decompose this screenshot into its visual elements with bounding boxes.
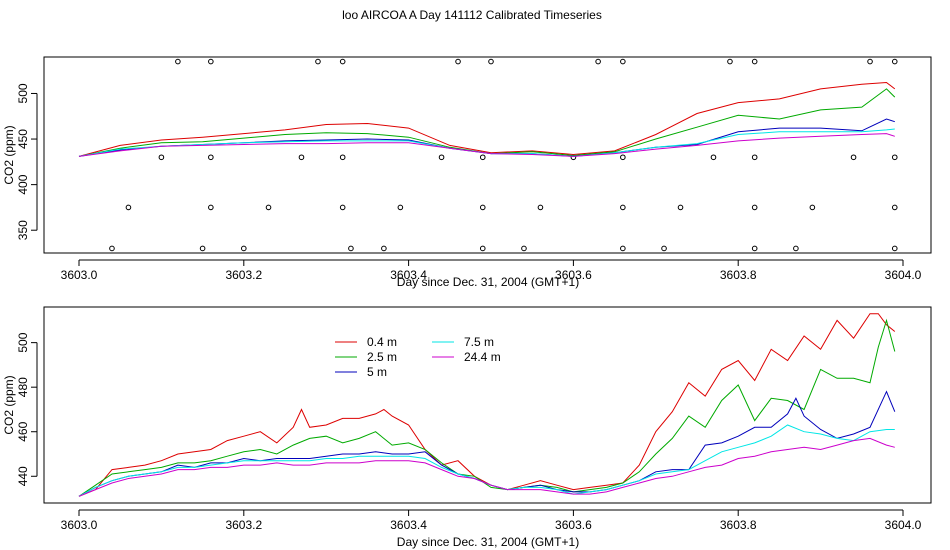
x-tick-label: 3603.4 (390, 518, 427, 532)
sample-marker (751, 245, 758, 252)
y-tick-label: 400 (16, 174, 30, 194)
series-line-green (78, 88, 896, 157)
panel-top: 3603.0 3603.2 3603.4 3603.6 3603.8 3604.0 350… (2, 56, 932, 289)
legend-label: 7.5 m (464, 335, 494, 349)
sample-marker (479, 204, 486, 211)
x-tick-label: 3603.0 (61, 268, 98, 282)
sample-marker (891, 154, 898, 161)
sample-marker (537, 204, 544, 211)
sample-marker (751, 204, 758, 211)
sample-marker (339, 58, 346, 65)
sample-marker (710, 154, 717, 161)
sample-marker (455, 58, 461, 65)
sample-marker (397, 204, 404, 211)
series-line-red (78, 313, 896, 497)
sample-marker (208, 204, 214, 211)
sample-marker (479, 245, 486, 252)
plot-frame-bottom (43, 306, 932, 504)
x-tick-label: 3604.0 (885, 268, 922, 282)
sample-markers (109, 58, 898, 252)
legend-label: 24.4 m (464, 350, 501, 364)
sample-marker (751, 154, 758, 161)
sample-marker (620, 245, 626, 252)
chart-title: loo AIRCOA A Day 141112 Calibrated Times… (342, 8, 602, 22)
sample-marker (208, 154, 214, 161)
plot-frame-top (43, 56, 932, 254)
y-axis-label-top: CO2 (ppm) (2, 125, 16, 184)
y-tick-label: 450 (16, 129, 30, 149)
y-tick-label: 500 (16, 83, 30, 103)
x-tick-label: 3603.8 (720, 268, 757, 282)
sample-marker (158, 154, 165, 161)
sample-marker (109, 245, 115, 252)
series-line-red (78, 81, 896, 157)
sample-marker (891, 204, 898, 211)
series-lines-top (78, 81, 896, 157)
x-tick-label: 3603.2 (225, 518, 262, 532)
x-axis-label-bottom: Day since Dec. 31, 2004 (GMT+1) (397, 535, 579, 549)
legend-label: 5 m (367, 365, 387, 379)
series-line-blue (78, 390, 896, 497)
x-tick-label: 3603.4 (390, 268, 427, 282)
sample-marker (661, 245, 667, 252)
sample-marker (809, 204, 816, 211)
sample-marker (298, 154, 305, 161)
y-axis-label-bottom: CO2 (ppm) (2, 375, 16, 434)
sample-marker (521, 245, 527, 252)
sample-marker (381, 245, 387, 252)
legend: 0.4 m2.5 m5 m 7.5 m24.4 m (335, 335, 501, 379)
x-axis-top: 3603.0 3603.2 3603.4 3603.6 3603.8 3604.0 (61, 259, 922, 282)
sample-marker (751, 58, 758, 65)
sample-marker (339, 204, 346, 211)
sample-marker (891, 245, 898, 252)
legend-label: 2.5 m (367, 350, 397, 364)
sample-marker (339, 154, 346, 161)
sample-marker (125, 204, 132, 211)
sample-marker (891, 58, 898, 65)
y-axis-top: 350 400 450 500 (16, 83, 38, 240)
sample-marker (595, 58, 601, 65)
panel-bottom: 3603.0 3603.2 3603.4 3603.6 3603.8 3604.0 440… (2, 306, 932, 549)
sample-marker (265, 204, 272, 211)
sample-marker (315, 58, 321, 65)
y-tick-label: 500 (16, 332, 30, 352)
series-lines-bottom (78, 313, 896, 497)
x-tick-label: 3604.0 (885, 518, 922, 532)
x-tick-label: 3603.6 (555, 268, 592, 282)
sample-marker (620, 58, 626, 65)
y-tick-label: 480 (16, 377, 30, 397)
y-tick-label: 440 (16, 466, 30, 486)
y-tick-label: 350 (16, 220, 30, 240)
y-tick-label: 460 (16, 421, 30, 441)
sample-marker (620, 154, 626, 161)
series-line-green (78, 318, 896, 497)
sample-marker (727, 58, 733, 65)
sample-marker (175, 58, 181, 65)
y-axis-bottom: 440 460 480 500 (16, 332, 38, 486)
x-axis-bottom: 3603.0 3603.2 3603.4 3603.6 3603.8 3604.0 (61, 509, 922, 532)
x-tick-label: 3603.0 (61, 518, 98, 532)
x-axis-label-top: Day since Dec. 31, 2004 (GMT+1) (397, 275, 579, 289)
sample-marker (438, 154, 445, 161)
x-tick-label: 3603.2 (225, 268, 262, 282)
sample-marker (479, 154, 486, 161)
sample-marker (677, 204, 684, 211)
sample-marker (199, 245, 206, 252)
series-line-magenta (78, 437, 895, 497)
sample-marker (241, 245, 247, 252)
sample-marker (488, 58, 494, 65)
x-tick-label: 3603.6 (555, 518, 592, 532)
x-tick-label: 3603.8 (720, 518, 757, 532)
series-line-magenta (78, 133, 895, 157)
sample-marker (850, 154, 857, 161)
sample-marker (208, 58, 214, 65)
sample-marker (793, 245, 799, 252)
sample-marker (867, 58, 873, 65)
legend-label: 0.4 m (367, 335, 397, 349)
series-line-cyan (78, 424, 895, 497)
sample-marker (620, 204, 626, 211)
sample-marker (348, 245, 354, 252)
